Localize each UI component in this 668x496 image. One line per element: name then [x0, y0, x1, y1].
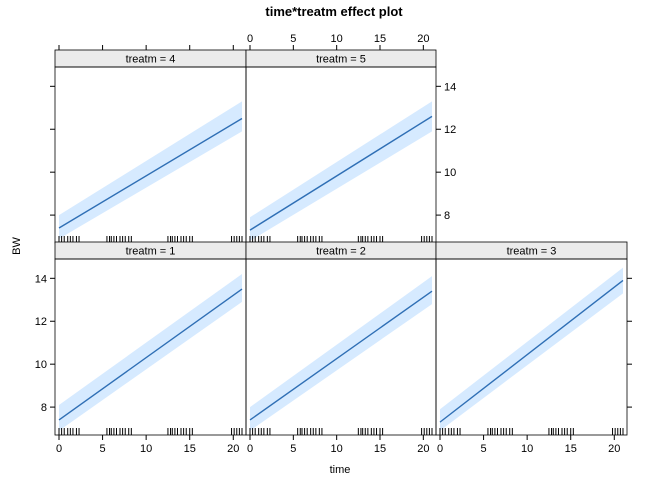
- x-tick-label: 15: [184, 443, 196, 455]
- x-tick-label: 15: [374, 33, 386, 45]
- y-tick-label: 10: [444, 167, 456, 179]
- x-tick-label: 0: [56, 443, 62, 455]
- chart-title: time*treatm effect plot: [265, 4, 403, 19]
- x-tick-label: 5: [100, 443, 106, 455]
- fitted-line: [249, 115, 433, 231]
- x-tick-label: 10: [331, 443, 343, 455]
- confidence-band: [440, 267, 623, 431]
- y-tick-label: 8: [444, 210, 450, 222]
- panel-plot-area: [249, 101, 433, 243]
- fitted-line: [249, 290, 433, 421]
- y-tick-label: 12: [35, 316, 47, 328]
- x-tick-label: 20: [417, 33, 429, 45]
- panel-strip-label: treatm = 3: [507, 246, 557, 258]
- x-tick-label: 20: [227, 443, 239, 455]
- panel-plot-area: [249, 276, 433, 435]
- y-tick-label: 14: [444, 81, 456, 93]
- fitted-line: [58, 117, 243, 229]
- panel-2: treatm = 5 0 5 10 15 20 8 10 12 14: [245, 33, 456, 244]
- confidence-band: [250, 101, 432, 241]
- panel-1: treatm = 4: [50, 45, 247, 244]
- confidence-band: [59, 101, 242, 239]
- x-tick-label: 20: [608, 443, 620, 455]
- panel-plot-area: [58, 274, 243, 435]
- x-tick-label: 0: [247, 443, 253, 455]
- panel-5: treatm = 3 0 5 10 15 20: [435, 241, 632, 455]
- x-tick-label: 10: [331, 33, 343, 45]
- x-tick-label: 10: [140, 443, 152, 455]
- x-tick-label: 5: [290, 443, 296, 455]
- x-tick-label: 15: [565, 443, 577, 455]
- fitted-line: [58, 288, 243, 421]
- panel-strip-label: treatm = 4: [126, 54, 176, 66]
- x-tick-label: 0: [437, 443, 443, 455]
- panel-strip-label: treatm = 5: [316, 54, 366, 66]
- panel-border: [435, 258, 628, 436]
- panel-strip-label: treatm = 2: [316, 246, 366, 258]
- x-tick-label: 20: [417, 443, 429, 455]
- x-tick-label: 0: [247, 33, 253, 45]
- panel-plot-area: [58, 101, 243, 243]
- confidence-band: [250, 276, 432, 431]
- x-axis-label: time: [330, 464, 351, 476]
- confidence-band: [59, 274, 242, 431]
- y-tick-label: 12: [444, 124, 456, 136]
- panel-3: treatm = 1 0 5 10 15 20 8 10 12 14: [35, 241, 247, 455]
- y-tick-label: 14: [35, 273, 47, 285]
- panel-4: treatm = 2 0 5 10 15 20: [245, 241, 437, 455]
- y-axis-label: BW: [11, 237, 23, 255]
- fitted-line: [439, 279, 624, 423]
- panel-plot-area: [439, 267, 624, 435]
- x-tick-label: 5: [290, 33, 296, 45]
- y-tick-label: 8: [41, 402, 47, 414]
- panel-strip-label: treatm = 1: [126, 246, 176, 258]
- x-tick-label: 5: [481, 443, 487, 455]
- x-tick-label: 15: [374, 443, 386, 455]
- y-tick-label: 10: [35, 359, 47, 371]
- x-tick-label: 10: [521, 443, 533, 455]
